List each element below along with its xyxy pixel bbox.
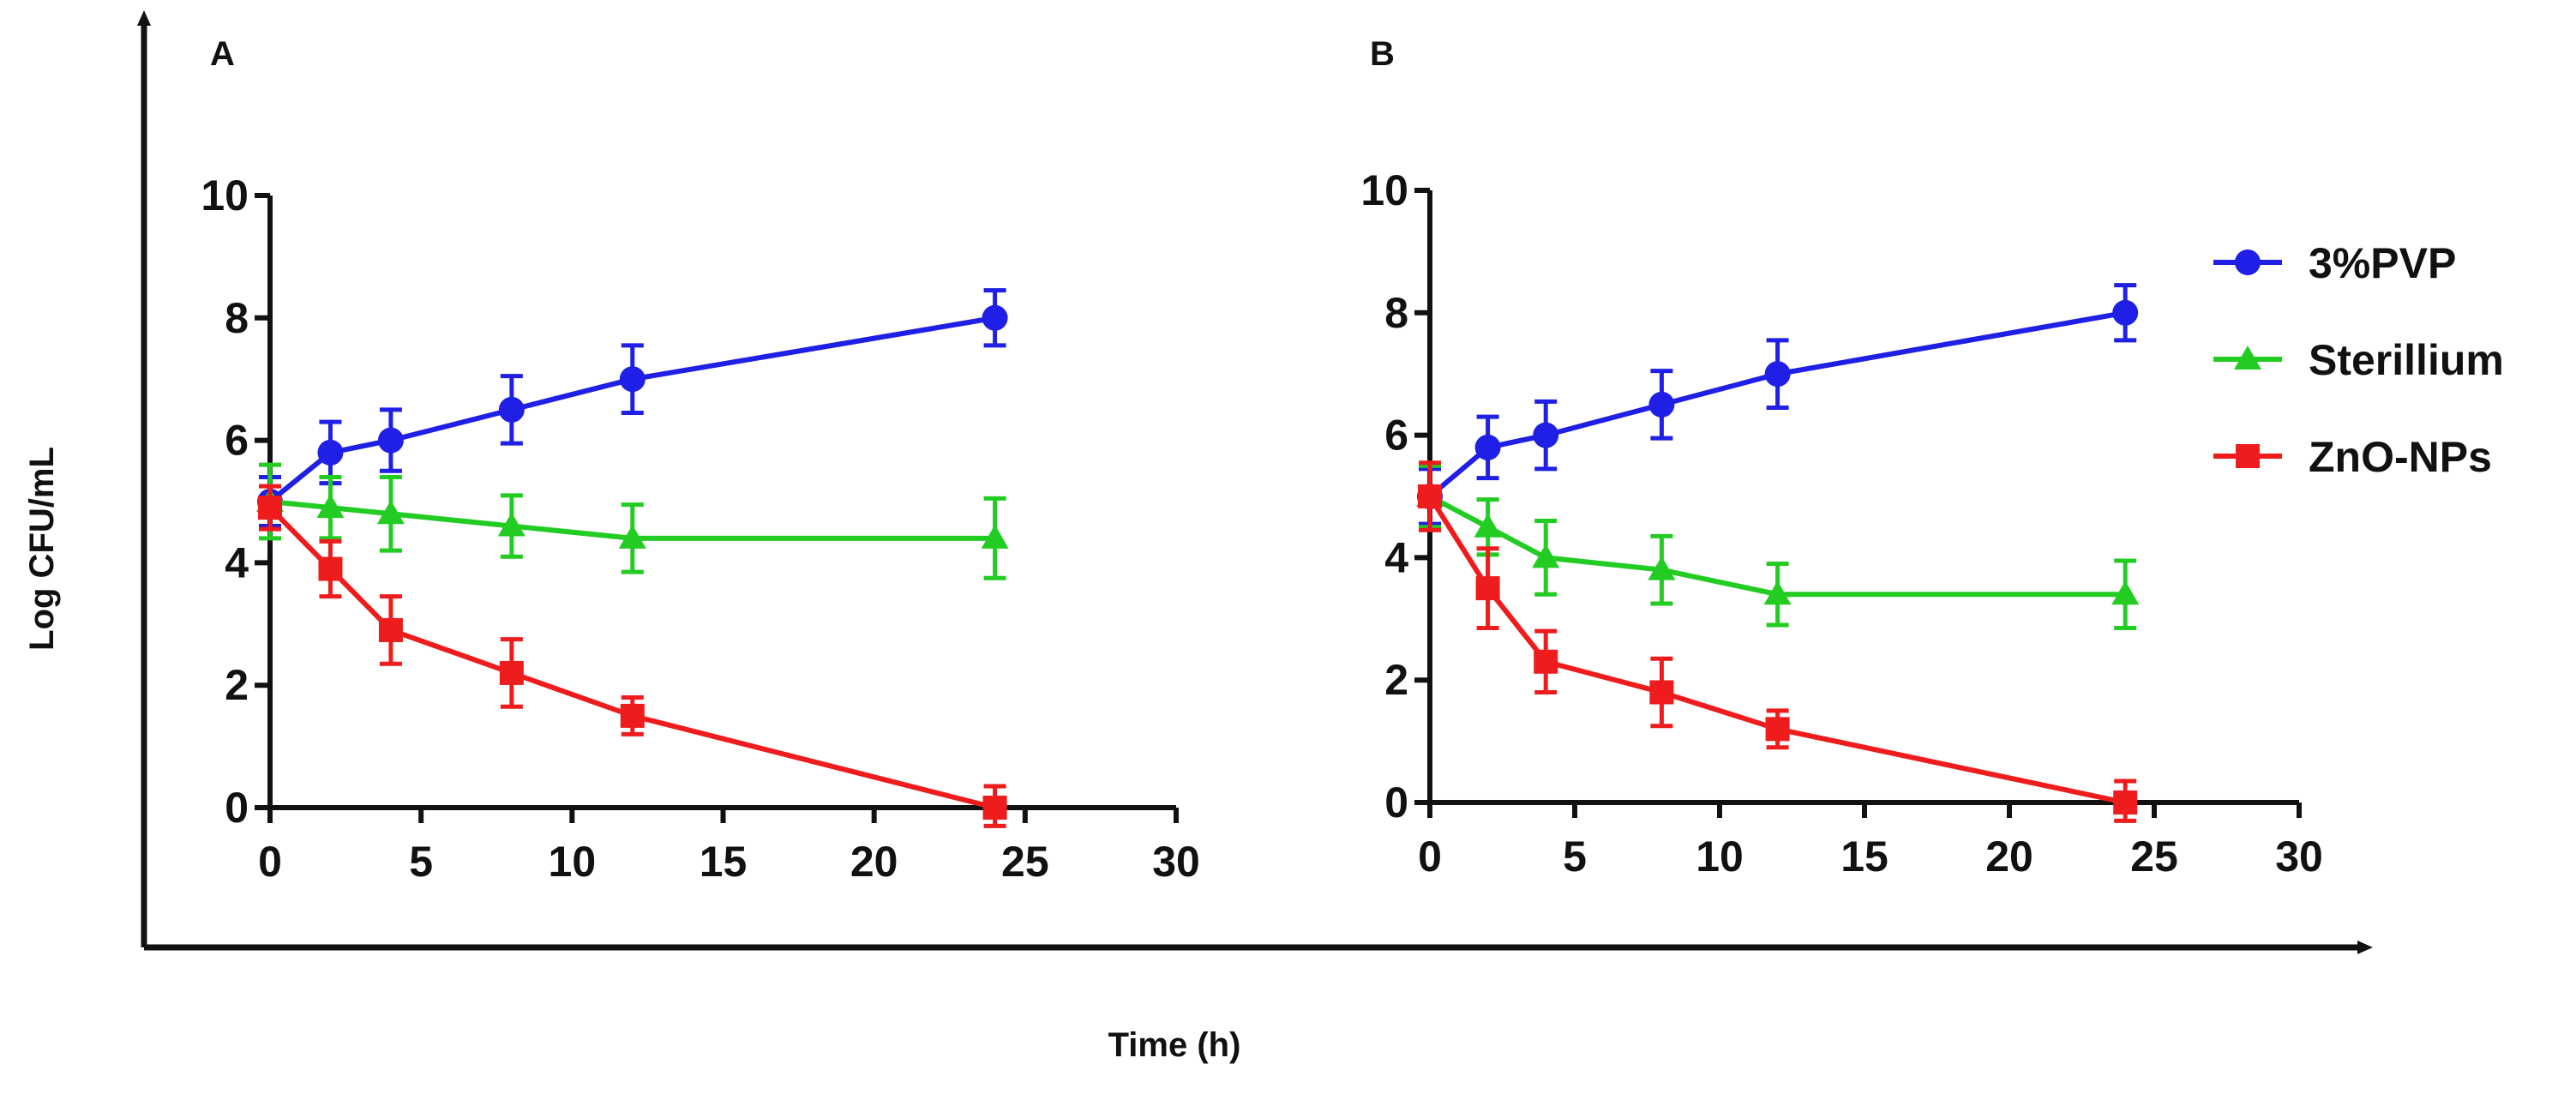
x-tick-label: 20 bbox=[850, 838, 898, 886]
data-point bbox=[318, 556, 343, 581]
data-point bbox=[981, 524, 1009, 549]
data-point bbox=[1474, 434, 1501, 460]
data-point bbox=[982, 304, 1008, 331]
series-zno-nps bbox=[258, 484, 1007, 828]
legend-marker-icon bbox=[2234, 346, 2261, 370]
data-point bbox=[378, 617, 403, 642]
data-point bbox=[376, 500, 405, 525]
data-point bbox=[619, 366, 646, 393]
series-3-pvp bbox=[257, 288, 1008, 529]
panel-label: A bbox=[210, 35, 235, 73]
x-tick-label: 5 bbox=[409, 838, 433, 886]
y-tick-label: 4 bbox=[225, 538, 249, 586]
data-point bbox=[1533, 422, 1559, 448]
legend-item: Sterillium bbox=[2213, 336, 2504, 384]
y-tick-label: 8 bbox=[225, 294, 249, 342]
outer-frame bbox=[141, 22, 2359, 951]
panel-b-plot: 0 2 4 6 8 10 0 5 10 15 20 25 30 bbox=[1360, 166, 2322, 881]
series-3-pvp bbox=[1417, 283, 2139, 526]
panel-a-plot: 0 2 4 6 8 10 0 5 10 15 20 25 30 bbox=[201, 171, 1199, 886]
series-line bbox=[268, 315, 996, 504]
data-point bbox=[317, 439, 344, 466]
legend-item: ZnO-NPs bbox=[2213, 433, 2492, 481]
legend-marker-icon bbox=[2236, 444, 2260, 468]
data-point bbox=[982, 796, 1007, 820]
series-line bbox=[269, 499, 995, 541]
y-tick-label: 2 bbox=[1384, 656, 1408, 704]
data-point bbox=[1649, 680, 1674, 705]
x-tick-label: 30 bbox=[2275, 833, 2323, 881]
x-tick-label: 0 bbox=[1418, 833, 1442, 881]
data-point bbox=[2113, 790, 2138, 814]
data-point bbox=[499, 660, 524, 685]
y-tick-label: 10 bbox=[1360, 166, 1408, 214]
outer-x-arrow-icon bbox=[2357, 941, 2373, 954]
series-zno-nps bbox=[1418, 460, 2138, 823]
x-tick-label: 10 bbox=[549, 838, 597, 886]
legend-marker-icon bbox=[2235, 249, 2261, 275]
y-tick-label: 6 bbox=[1384, 412, 1408, 460]
x-tick-label: 0 bbox=[258, 838, 282, 886]
data-point bbox=[2112, 299, 2139, 326]
data-point bbox=[1474, 513, 1502, 538]
data-point bbox=[1648, 556, 1676, 580]
x-tick-label: 20 bbox=[1985, 833, 2033, 881]
data-point bbox=[316, 494, 345, 519]
data-point bbox=[1764, 361, 1791, 388]
x-axis-title: Time (h) bbox=[1108, 1026, 1241, 1064]
data-point bbox=[377, 427, 404, 454]
x-tick-label: 10 bbox=[1696, 833, 1744, 881]
data-point bbox=[1763, 580, 1792, 605]
legend-item: 3%PVP bbox=[2213, 239, 2456, 287]
legend-label: 3%PVP bbox=[2309, 239, 2456, 287]
data-point bbox=[620, 703, 645, 728]
y-tick-label: 0 bbox=[1384, 778, 1408, 827]
series-sterillium bbox=[1416, 463, 2140, 631]
legend-label: Sterillium bbox=[2309, 336, 2504, 384]
panel-label: B bbox=[1370, 35, 1395, 73]
outer-y-arrow-icon bbox=[137, 10, 151, 26]
y-tick-label: 10 bbox=[201, 171, 249, 219]
series-sterillium bbox=[256, 462, 1009, 580]
x-tick-label: 5 bbox=[1563, 833, 1587, 881]
x-tick-label: 25 bbox=[2130, 833, 2178, 881]
panel-a: A 0 2 4 6 8 10 0 5 10 15 20 25 30 bbox=[201, 35, 1199, 886]
data-point bbox=[1475, 576, 1500, 601]
data-point bbox=[498, 396, 525, 423]
y-tick-label: 6 bbox=[225, 417, 249, 465]
data-point bbox=[618, 524, 646, 549]
y-tick-label: 2 bbox=[225, 661, 249, 709]
data-point bbox=[1532, 544, 1560, 568]
data-point bbox=[1534, 649, 1558, 674]
legend: 3%PVP Sterillium ZnO-NPs bbox=[2213, 239, 2504, 481]
data-point bbox=[2111, 580, 2140, 605]
legend-label: ZnO-NPs bbox=[2309, 433, 2492, 481]
series-line bbox=[1428, 494, 2126, 598]
x-tick-label: 15 bbox=[700, 838, 748, 886]
x-tick-label: 30 bbox=[1152, 838, 1200, 886]
data-point bbox=[1765, 717, 1790, 742]
data-point bbox=[497, 512, 525, 537]
y-tick-label: 8 bbox=[1384, 289, 1408, 337]
data-point bbox=[1418, 484, 1442, 508]
x-tick-label: 25 bbox=[1001, 838, 1049, 886]
y-tick-label: 0 bbox=[225, 784, 249, 832]
data-point bbox=[258, 496, 282, 520]
y-axis-title: Log CFU/mL bbox=[23, 447, 61, 651]
y-tick-label: 4 bbox=[1384, 533, 1408, 581]
data-point bbox=[1648, 391, 1675, 418]
panel-b: B 0 2 4 6 8 10 0 5 10 15 20 25 30 bbox=[1360, 35, 2322, 881]
x-tick-label: 15 bbox=[1840, 833, 1888, 881]
series-line bbox=[1427, 495, 2126, 805]
